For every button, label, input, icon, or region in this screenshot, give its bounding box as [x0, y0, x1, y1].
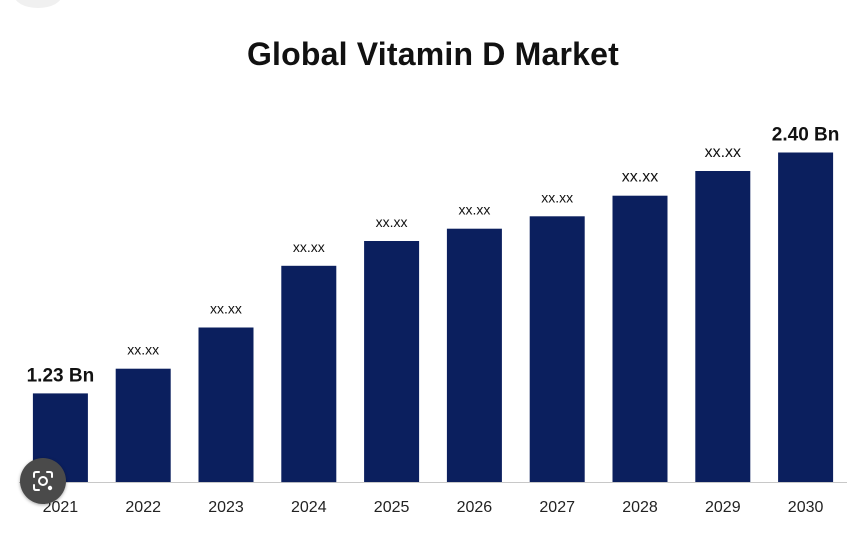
visual-search-button[interactable] [20, 458, 66, 504]
bar-2023 [198, 327, 254, 482]
x-tick-label: 2024 [291, 499, 327, 516]
data-label: xx.xx [210, 301, 242, 317]
data-label: xx.xx [458, 202, 490, 218]
data-label: xx.xx [293, 239, 325, 255]
bar-2027 [529, 216, 585, 483]
x-tick-label: 2023 [208, 499, 244, 516]
bar-2026 [446, 228, 502, 482]
x-tick-label: 2028 [622, 499, 658, 516]
x-tick-label: 2027 [539, 499, 575, 516]
data-label: xx.xx [376, 214, 408, 230]
x-tick-label: 2021 [43, 499, 79, 516]
camera-lens-icon [33, 471, 53, 491]
bar-2022 [115, 368, 171, 482]
bar-2025 [364, 241, 420, 482]
chart-title: Global Vitamin D Market [246, 36, 620, 72]
data-label: xx.xx [127, 342, 159, 358]
x-tick-label: 2030 [788, 499, 824, 516]
data-label: 1.23 Bn [27, 365, 95, 386]
x-tick-label: 2022 [125, 499, 161, 516]
cropped-overlay-edge [14, 0, 62, 8]
bar-2028 [612, 195, 668, 482]
bar-2030 [778, 152, 834, 482]
data-label: xx.xx [705, 144, 741, 161]
bar-2029 [695, 171, 751, 482]
x-tick-label: 2029 [705, 499, 741, 516]
data-label: xx.xx [622, 169, 658, 186]
x-tick-label: 2025 [374, 499, 410, 516]
data-label: 2.40 Bn [772, 125, 840, 146]
data-label: xx.xx [541, 189, 573, 205]
x-tick-label: 2026 [457, 499, 493, 516]
bar-2024 [281, 265, 337, 483]
